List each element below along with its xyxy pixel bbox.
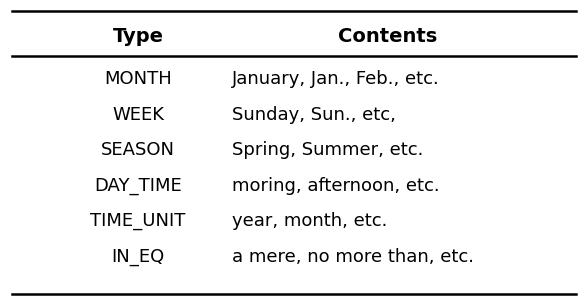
Text: moring, afternoon, etc.: moring, afternoon, etc. — [232, 177, 440, 195]
Text: Sunday, Sun., etc,: Sunday, Sun., etc, — [232, 106, 396, 124]
Text: SEASON: SEASON — [101, 141, 175, 159]
Text: Spring, Summer, etc.: Spring, Summer, etc. — [232, 141, 423, 159]
Text: January, Jan., Feb., etc.: January, Jan., Feb., etc. — [232, 70, 440, 88]
Text: Type: Type — [113, 26, 163, 46]
Text: WEEK: WEEK — [112, 106, 164, 124]
Text: year, month, etc.: year, month, etc. — [232, 212, 387, 230]
Text: Contents: Contents — [339, 26, 437, 46]
Text: a mere, no more than, etc.: a mere, no more than, etc. — [232, 248, 475, 266]
Text: IN_EQ: IN_EQ — [112, 248, 165, 266]
Text: MONTH: MONTH — [104, 70, 172, 88]
Text: TIME_UNIT: TIME_UNIT — [91, 212, 186, 230]
Text: DAY_TIME: DAY_TIME — [94, 177, 182, 195]
